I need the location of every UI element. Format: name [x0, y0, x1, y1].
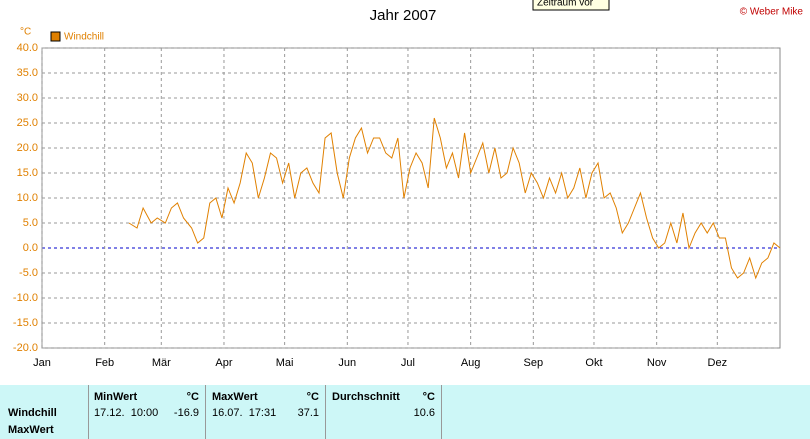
x-tick-label: Nov [647, 357, 667, 369]
x-tick-label: Dez [708, 357, 728, 369]
y-tick-label: -5.0 [19, 267, 38, 279]
x-tick-label: Feb [95, 357, 114, 369]
value: 10.6 [413, 407, 435, 419]
header: Durchschnitt [332, 391, 400, 403]
unit: °C [306, 391, 319, 403]
x-tick-label: Aug [461, 357, 481, 369]
y-tick-label: 25.0 [17, 117, 38, 129]
x-tick-label: Okt [585, 357, 602, 369]
tooltip: Zeitraum vor [537, 0, 594, 9]
y-tick-label: -20.0 [13, 342, 38, 354]
y-tick-label: 0.0 [23, 242, 38, 254]
y-tick-label: 20.0 [17, 142, 38, 154]
value: 37.1 [297, 407, 319, 419]
y-tick-label: 10.0 [17, 192, 38, 204]
y-tick-label: 40.0 [17, 42, 38, 54]
unit: °C [186, 391, 199, 403]
copyright: © Weber Mike [740, 7, 804, 18]
stats-table: Windchill MaxWert MinWert °C 17.12. 10:0… [0, 385, 810, 439]
tooltip-box [532, 0, 610, 11]
column: MinWert °C 17.12. 10:00 -16.9 [88, 385, 206, 439]
x-tick-label: Jan [33, 357, 51, 369]
chart: Jahr 2007 °C © Weber Mike Zeitraum vor -… [13, 0, 804, 369]
y-tick-label: 15.0 [17, 167, 38, 179]
y-tick-label: 5.0 [23, 217, 38, 229]
legend-label: Windchill [64, 32, 104, 43]
time: 16.07. 17:31 [212, 407, 277, 419]
x-tick-label: Jun [338, 357, 356, 369]
column: MaxWert °C 16.07. 17:31 37.1 [206, 385, 326, 439]
header: MaxWert [212, 391, 258, 403]
time: 17.12. 10:00 [94, 407, 159, 419]
y-tick-label: -15.0 [13, 317, 38, 329]
row-labels: Windchill MaxWert [0, 385, 89, 439]
x-tick-label: Apr [215, 357, 232, 369]
value: -16.9 [173, 407, 199, 419]
y-tick-label: -10.0 [13, 292, 38, 304]
column: Durchschnitt °C 10.6 [326, 385, 442, 439]
header: MinWert [94, 391, 138, 403]
row-label: Windchill [8, 407, 57, 419]
y-tick-label: 35.0 [17, 67, 38, 79]
legend-swatch [50, 31, 61, 42]
line [128, 117, 781, 280]
unit: °C [422, 391, 435, 403]
chart-title: Jahr 2007 [370, 7, 437, 24]
x-tick-label: Jul [401, 357, 415, 369]
y-unit: °C [20, 27, 31, 38]
x-tick-label: Mai [276, 357, 294, 369]
x-tick-label: Sep [524, 357, 544, 369]
y-tick-label: 30.0 [17, 92, 38, 104]
x-tick-label: Mär [152, 357, 171, 369]
row-label: MaxWert [8, 424, 54, 436]
